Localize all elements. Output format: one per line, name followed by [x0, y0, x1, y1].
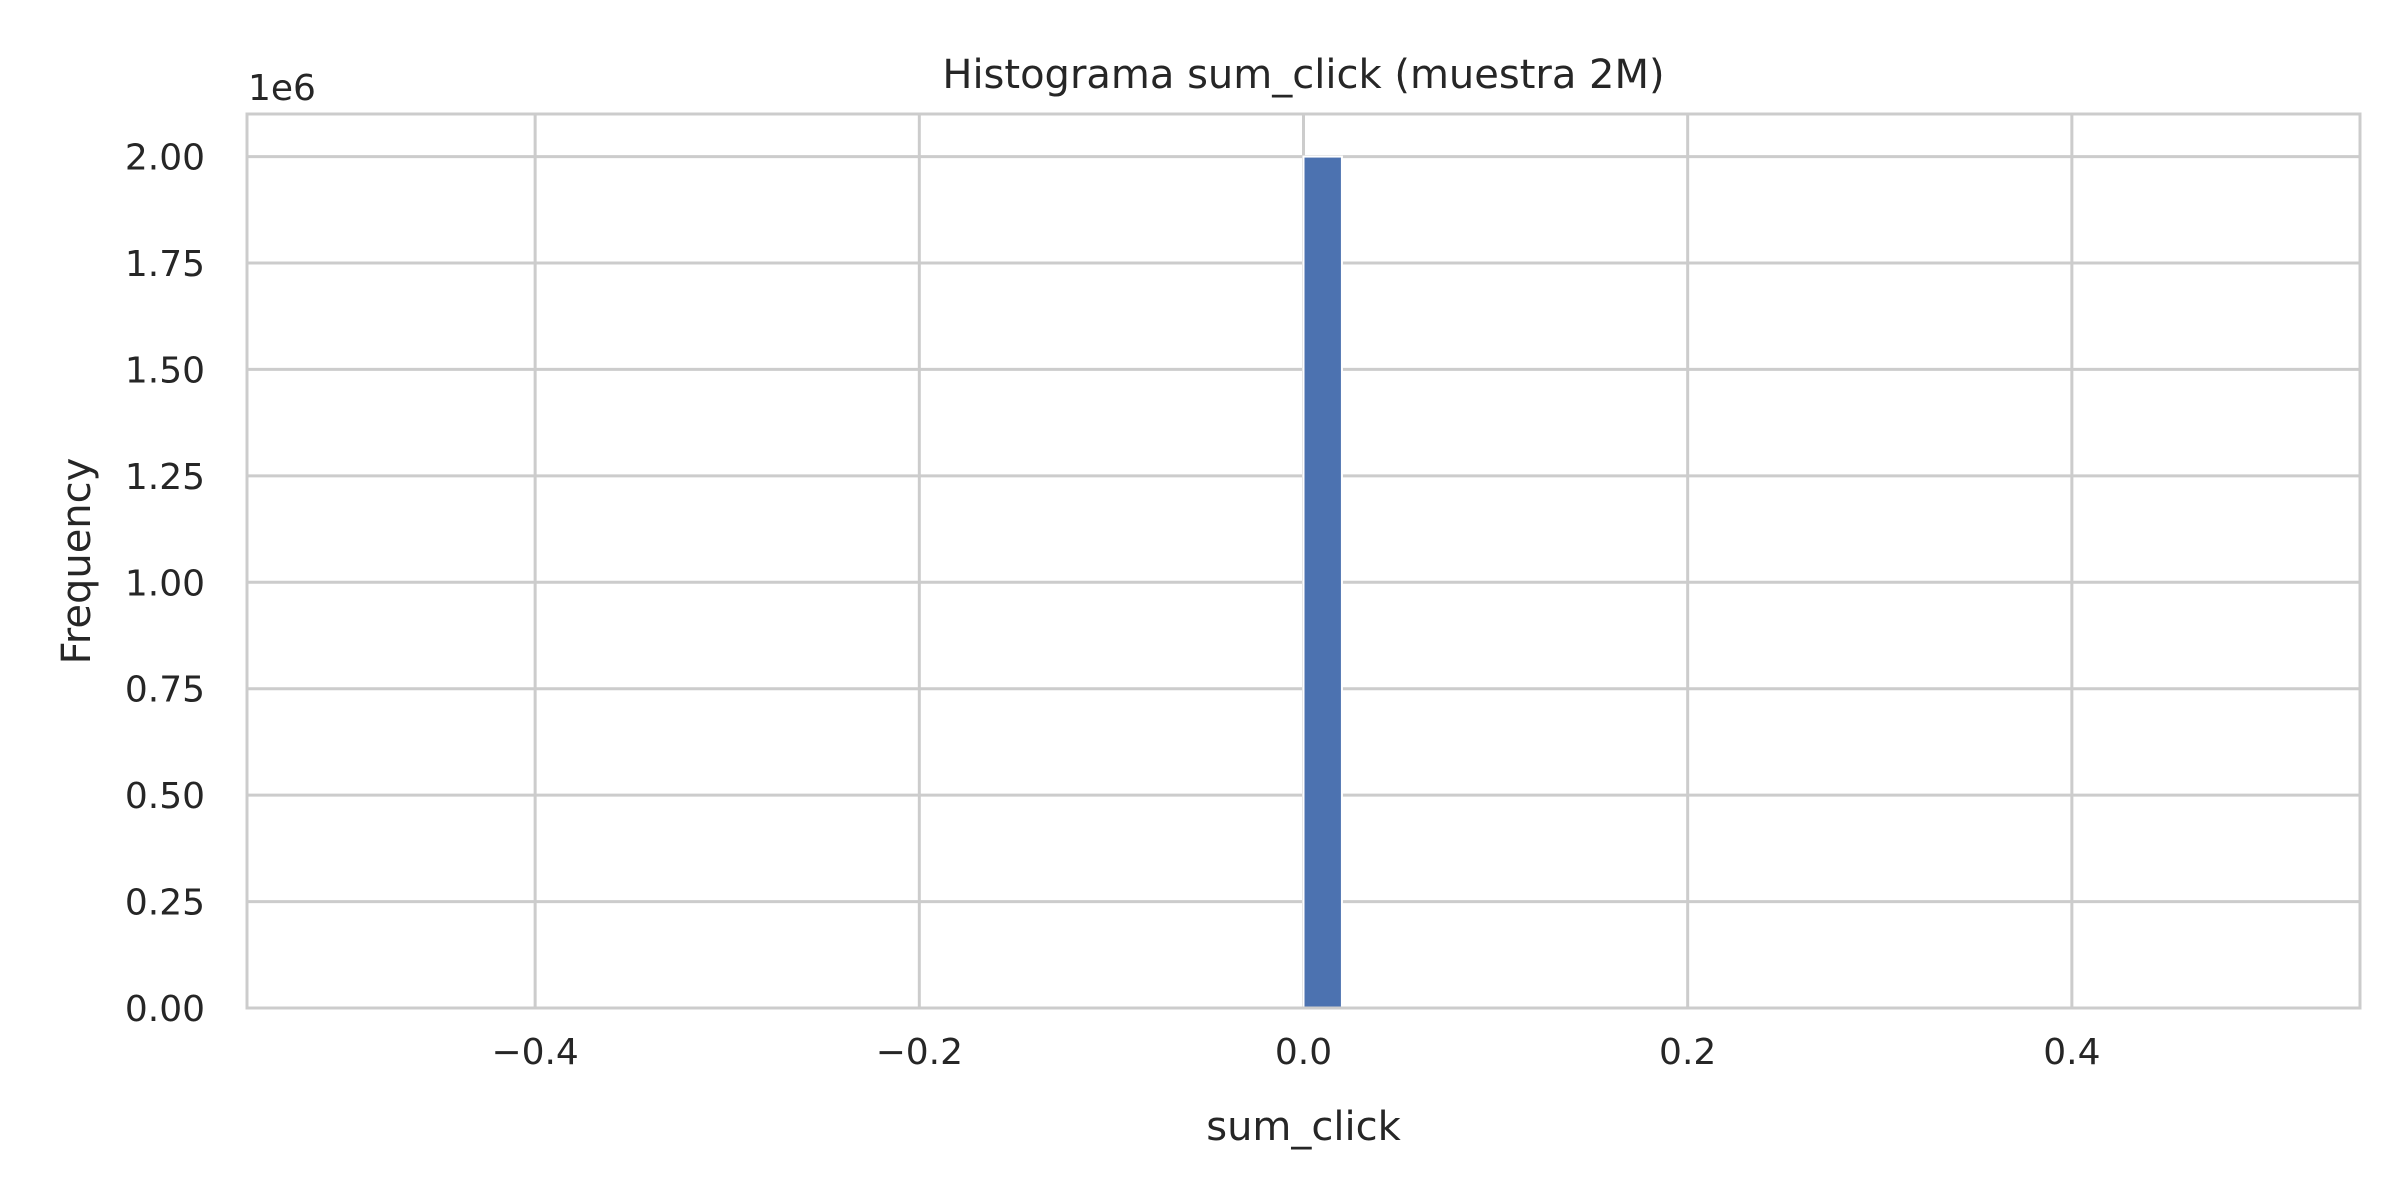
plot-frame	[245, 112, 2362, 1010]
x-tick-label: 0.0	[1275, 1032, 1332, 1073]
x-tick-label: −0.4	[491, 1032, 578, 1073]
chart-title: Histograma sum_click (muestra 2M)	[942, 52, 1664, 98]
y-tick-label: 1.50	[125, 350, 205, 391]
y-axis-title: Frequency	[54, 458, 100, 665]
histogram-bar	[1302, 155, 1343, 1010]
y-tick-label: 0.75	[125, 670, 205, 711]
bars-layer	[1302, 155, 1343, 1010]
y-tick-label: 1.00	[125, 563, 205, 604]
y-tick-label: 2.00	[125, 138, 205, 179]
y-tick-label: 0.25	[125, 883, 205, 924]
y-tick-label: 1.25	[125, 457, 205, 498]
y-tick-label: 0.50	[125, 776, 205, 817]
y-axis-offset-label: 1e6	[248, 68, 316, 109]
x-axis-title: sum_click	[1206, 1104, 1401, 1150]
x-tick-label: −0.2	[876, 1032, 963, 1073]
y-tick-labels: 0.00 0.25 0.50 0.75 1.00 1.25 1.50 1.75 2.00	[125, 138, 205, 1030]
y-tick-label: 0.00	[125, 989, 205, 1030]
y-tick-label: 1.75	[125, 244, 205, 285]
x-tick-label: 0.4	[2043, 1032, 2100, 1073]
x-tick-labels: −0.4 −0.2 0.0 0.2 0.4	[491, 1032, 2100, 1073]
x-tick-label: 0.2	[1659, 1032, 1716, 1073]
